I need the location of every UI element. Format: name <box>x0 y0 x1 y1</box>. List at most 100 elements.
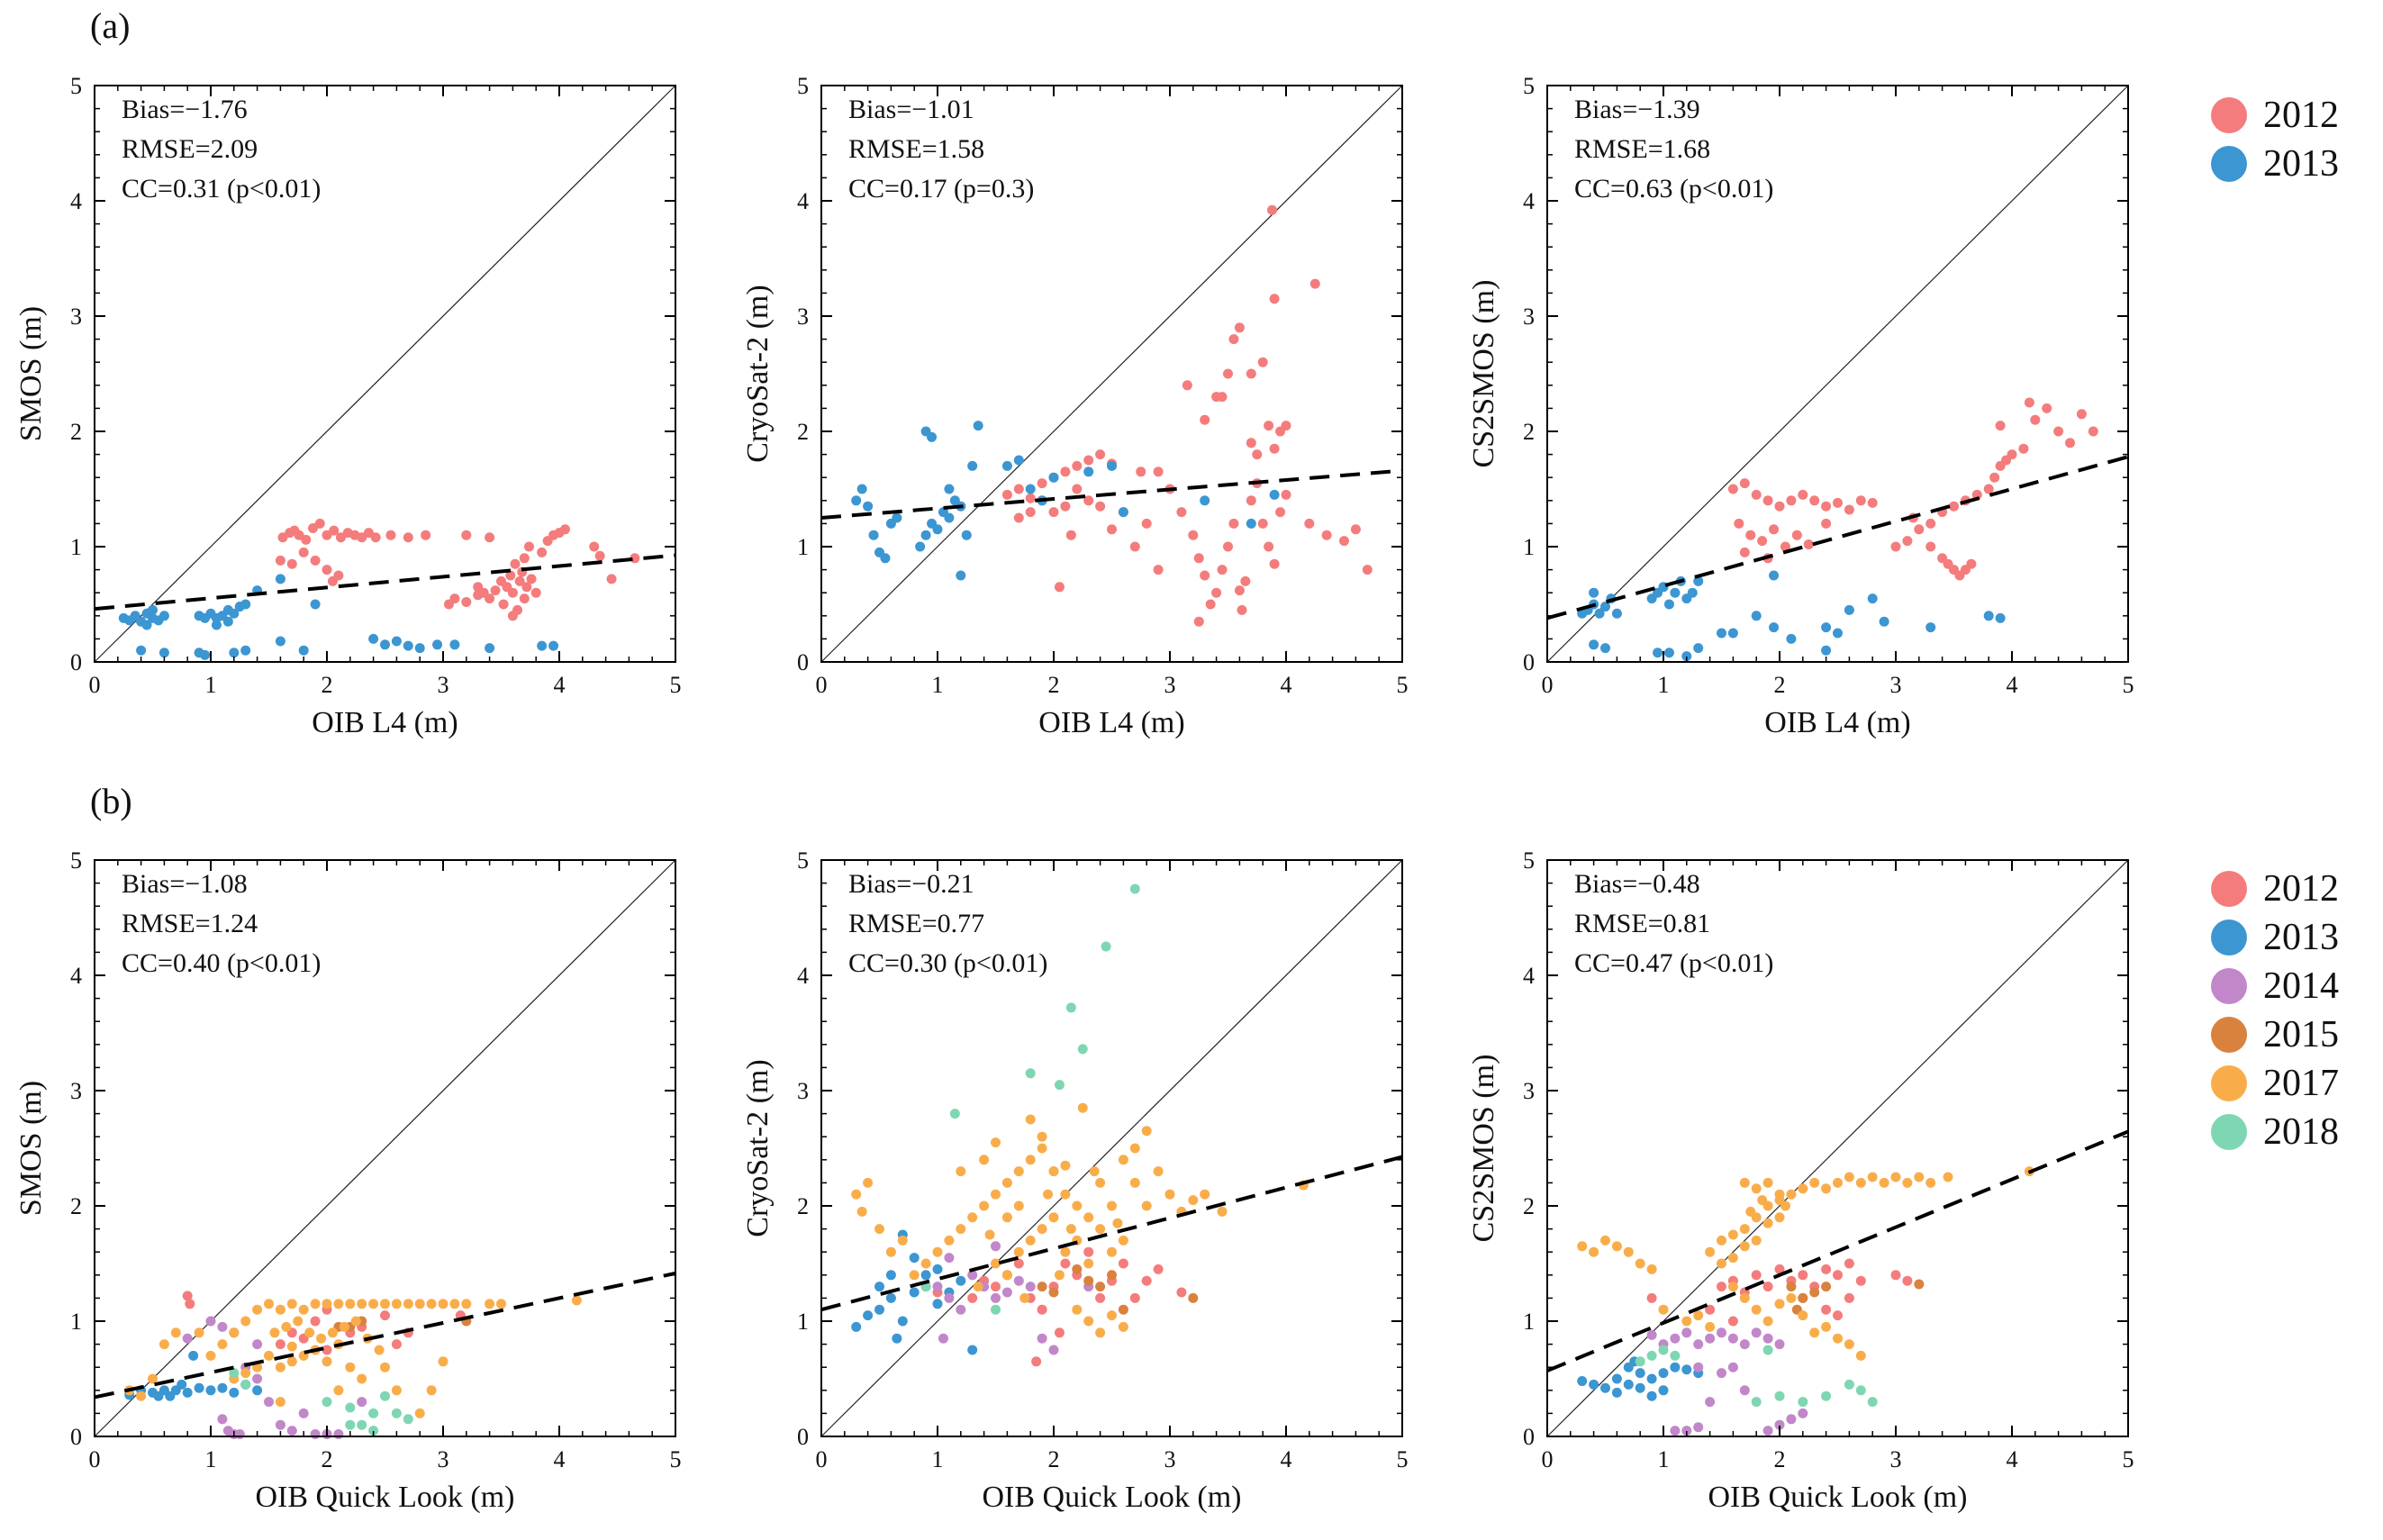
data-point-2013 <box>1600 643 1610 654</box>
legend-marker-2012 <box>2211 871 2247 907</box>
data-point-2017 <box>345 1299 356 1309</box>
data-point-2014 <box>991 1241 1001 1252</box>
data-point-2012 <box>421 530 431 540</box>
data-point-2014 <box>1762 1426 1773 1436</box>
plots: 0 1 2 3 4 5 0 1 2 3 4 5 OIB L4 (m) SMOS (m) Bias=−1.76… <box>14 73 2134 1514</box>
data-point-2017 <box>148 1373 158 1384</box>
data-point-2012 <box>1798 489 1808 500</box>
data-point-2012 <box>1141 518 1152 529</box>
scatter-plot-6: 0 1 2 3 4 5 0 1 2 3 4 5 OIB Quick Look (m) CS2SMOS (m… <box>1467 847 2134 1514</box>
data-point-2014 <box>1727 1333 1738 1344</box>
data-point-2012 <box>2053 426 2064 437</box>
data-point-2013 <box>229 1387 240 1398</box>
legend-marker-2012 <box>2211 97 2247 133</box>
data-point-2013 <box>537 640 548 651</box>
data-point-2013 <box>194 1382 204 1393</box>
y-tick-label: 0 <box>797 1424 809 1450</box>
data-point-2017 <box>1786 1189 1797 1200</box>
data-point-2012 <box>1803 539 1814 549</box>
data-point-2017 <box>286 1356 297 1367</box>
data-point-2015 <box>1107 1270 1117 1281</box>
data-point-2017 <box>856 1206 867 1217</box>
data-point-2017 <box>159 1339 169 1350</box>
data-point-2013 <box>1577 1376 1588 1387</box>
data-point-2012 <box>1205 599 1216 610</box>
y-tick-label: 3 <box>70 303 82 330</box>
data-point-2012 <box>1971 489 1982 500</box>
data-point-2017 <box>1048 1166 1059 1177</box>
y-tick-label: 0 <box>797 649 809 675</box>
data-point-2015 <box>1072 1264 1083 1274</box>
data-point-2014 <box>991 1292 1001 1303</box>
data-point-2013 <box>1589 587 1599 598</box>
data-point-2014 <box>264 1397 274 1408</box>
data-point-2015 <box>1118 1304 1128 1315</box>
data-point-2018 <box>949 1109 960 1119</box>
stats-annotation: RMSE=0.81 <box>1574 909 1710 938</box>
data-point-2014 <box>1751 1327 1762 1338</box>
data-point-2017 <box>1107 1200 1117 1211</box>
x-tick-label: 3 <box>1890 1446 1902 1472</box>
data-point-2014 <box>252 1339 263 1350</box>
data-point-2013 <box>1821 622 1832 633</box>
x-tick-label: 3 <box>438 672 449 698</box>
data-point-2018 <box>368 1426 379 1436</box>
data-point-2017 <box>851 1189 862 1200</box>
legend-marker-2013 <box>2211 146 2247 182</box>
data-point-2017 <box>1821 1183 1832 1194</box>
data-point-2017 <box>322 1299 332 1309</box>
data-point-2013 <box>961 530 972 540</box>
y-tick-label: 1 <box>1523 1309 1535 1335</box>
data-point-2012 <box>1083 1246 1094 1257</box>
data-point-2012 <box>310 1316 321 1327</box>
y-axis-label: CryoSat-2 (m) <box>741 1059 775 1237</box>
data-point-2014 <box>333 1428 344 1439</box>
data-point-2012 <box>322 530 332 540</box>
data-point-2012 <box>357 532 367 543</box>
data-point-2012 <box>1890 1270 1901 1281</box>
data-point-2012 <box>1060 1258 1071 1269</box>
one-to-one-line <box>94 85 676 663</box>
data-point-2012 <box>1217 392 1228 403</box>
data-point-2017 <box>1646 1264 1657 1274</box>
y-tick-label: 3 <box>797 303 809 330</box>
data-point-2017 <box>264 1299 274 1309</box>
data-point-2012 <box>182 1291 193 1301</box>
data-point-2013 <box>856 484 867 494</box>
y-tick-label: 2 <box>797 1193 809 1219</box>
data-point-2018 <box>1867 1397 1878 1408</box>
data-point-2014 <box>1798 1408 1808 1418</box>
y-tick-label: 3 <box>70 1078 82 1104</box>
data-point-2012 <box>1118 1258 1128 1269</box>
y-tick-label: 4 <box>70 188 82 214</box>
data-point-2017 <box>920 1258 931 1269</box>
data-point-2017 <box>322 1356 332 1367</box>
legend-marker-2017 <box>2211 1065 2247 1101</box>
data-point-2017 <box>1798 1183 1808 1194</box>
stats-annotation: CC=0.31 (p<0.01) <box>122 174 321 204</box>
data-point-2014 <box>1670 1333 1681 1344</box>
series-2013 <box>1577 1356 1704 1401</box>
data-point-2012 <box>1136 467 1146 477</box>
y-tick-label: 2 <box>1523 1193 1535 1219</box>
data-point-2018 <box>357 1419 367 1430</box>
x-axis-label: OIB L4 (m) <box>1038 706 1184 739</box>
data-point-2012 <box>1153 1264 1164 1274</box>
scatter-plot-1: 0 1 2 3 4 5 0 1 2 3 4 5 OIB L4 (m) SMOS (m) Bias=−1.76… <box>14 73 682 739</box>
data-point-2017 <box>979 1155 990 1165</box>
data-point-2013 <box>177 1379 187 1390</box>
data-point-2017 <box>973 1282 983 1292</box>
data-point-2017 <box>350 1316 361 1327</box>
data-point-2017 <box>1717 1258 1726 1269</box>
data-point-2014 <box>944 1292 955 1303</box>
data-point-2013 <box>1663 599 1674 610</box>
data-point-2017 <box>1107 1246 1117 1257</box>
data-point-2014 <box>1037 1333 1047 1344</box>
data-point-2014 <box>1705 1333 1716 1344</box>
data-point-2014 <box>217 1414 228 1425</box>
data-point-2017 <box>1077 1102 1088 1113</box>
data-point-2013 <box>240 645 251 656</box>
data-point-2012 <box>1833 497 1843 508</box>
data-point-2017 <box>281 1321 292 1332</box>
